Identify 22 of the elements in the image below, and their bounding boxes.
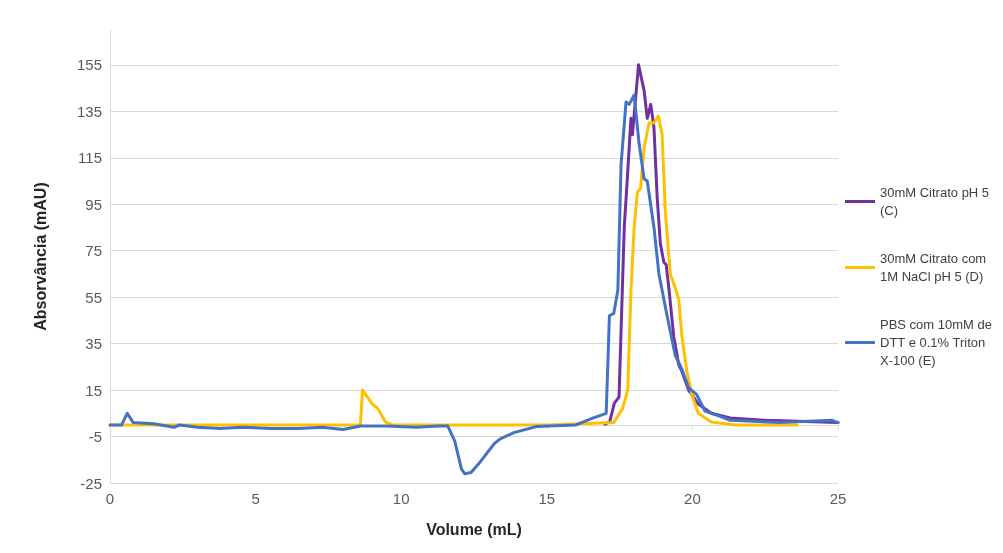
y-tick-label: -5 [88,428,102,446]
x-tick-label: 10 [392,490,410,507]
x-tick-label: 20 [684,490,701,507]
y-tick-label: 155 [76,56,102,74]
y-tick-label: 35 [85,335,102,353]
line-series [108,93,840,476]
y-tick-label: 135 [76,102,102,120]
legend-label: 30mM Citrato com 1M NaCl pH 5 (D) [880,251,990,284]
x-tick-label: 0 [105,490,115,507]
y-tick-label: -25 [80,474,102,492]
x-tick-label: 5 [251,490,260,507]
legend-label: PBS com 10mM de DTT e 0.1% Triton X-100 (E) [880,317,996,368]
x-tick-label: 25 [829,490,847,507]
x-tick-label: 15 [538,490,556,507]
legend-label: 30mM Citrato pH 5 (C) [880,185,993,218]
y-tick-label: 55 [85,288,102,306]
x-axis-title: Volume (mL) [426,520,522,538]
y-tick-label: 95 [85,195,102,213]
y-tick-label: 75 [85,242,102,260]
y-tick-label: 115 [78,149,102,167]
y-tick-label: 15 [85,381,102,399]
y-axis-title: Absorvância (mAU) [31,182,49,331]
